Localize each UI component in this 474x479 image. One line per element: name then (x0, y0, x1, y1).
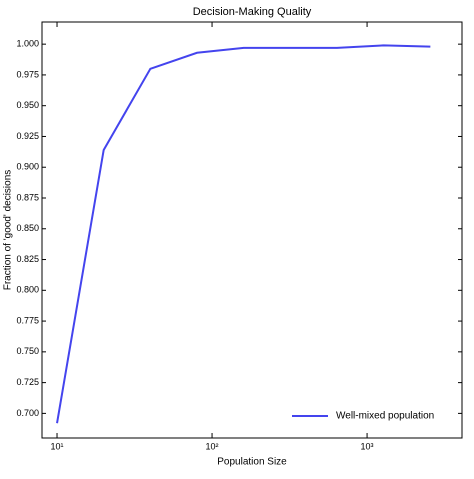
legend-label: Well-mixed population (336, 411, 434, 422)
y-tick-label: 0.775 (16, 315, 39, 325)
y-tick-label: 0.750 (16, 346, 39, 356)
y-tick-label: 0.900 (16, 162, 39, 172)
x-tick-label: 10² (206, 441, 219, 451)
y-tick-label: 0.875 (16, 192, 39, 202)
y-axis-label: Fraction of 'good' decisions (3, 170, 14, 291)
y-tick-label: 0.825 (16, 254, 39, 264)
y-tick-label: 0.700 (16, 408, 39, 418)
plot-frame (41, 21, 463, 439)
y-tick-label: 0.850 (16, 223, 39, 233)
chart-title: Decision-Making Quality (193, 6, 312, 18)
y-tick-label: 0.800 (16, 285, 39, 295)
data-line (56, 44, 431, 424)
y-tick-label: 0.950 (16, 100, 39, 110)
y-tick-label: 0.925 (16, 131, 39, 141)
x-tick-label: 10³ (361, 441, 374, 451)
x-tick-label: 10¹ (51, 441, 64, 451)
x-axis-label: Population Size (217, 457, 287, 468)
y-tick-label: 0.975 (16, 69, 39, 79)
y-tick-label: 0.725 (16, 377, 39, 387)
y-tick-label: 1.000 (16, 39, 39, 49)
